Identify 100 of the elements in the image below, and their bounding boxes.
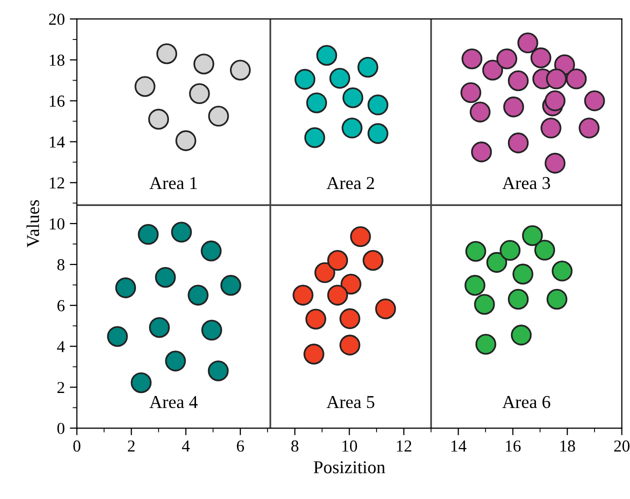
point [306, 92, 328, 114]
point [471, 142, 492, 162]
point [522, 225, 543, 246]
point [175, 130, 196, 152]
x-tick-label: 0 [73, 440, 80, 452]
y-tick-label: 14 [50, 136, 65, 148]
x-tick-label: 20 [614, 440, 630, 452]
point [156, 43, 178, 64]
point [530, 47, 552, 68]
annotation: Area 1 [149, 177, 197, 190]
point [165, 350, 186, 372]
x-tick-label: 6 [236, 440, 244, 452]
point [304, 127, 326, 148]
point [193, 54, 214, 74]
point [171, 222, 192, 243]
point [508, 288, 529, 310]
point [230, 60, 251, 81]
point [304, 344, 324, 364]
point [148, 108, 170, 130]
point [208, 106, 229, 127]
point [107, 326, 128, 347]
y-tick-label: 16 [50, 96, 65, 107]
point [508, 70, 529, 92]
annotation: Area 5 [326, 396, 374, 408]
point [496, 48, 518, 70]
point [149, 317, 170, 338]
point [188, 284, 209, 306]
point [375, 298, 396, 320]
x-tick-label: 12 [396, 440, 412, 452]
x-tick-label: 16 [506, 440, 521, 452]
point [316, 44, 338, 66]
x-tick-label: 4 [182, 440, 190, 452]
y-tick-label: 10 [50, 218, 64, 230]
y-tick-label: 18 [50, 54, 64, 66]
point [486, 252, 508, 273]
point [566, 68, 587, 90]
point [130, 372, 152, 394]
point [464, 274, 486, 296]
point [544, 152, 566, 174]
annotation: Area 3 [502, 177, 550, 190]
point [510, 324, 532, 346]
y-tick-label: 6 [57, 300, 65, 312]
point [368, 123, 388, 144]
point [200, 240, 222, 262]
point [134, 76, 156, 97]
point [508, 132, 529, 154]
point [362, 250, 384, 271]
point [503, 96, 524, 118]
point [314, 262, 336, 284]
y-tick-label: 2 [57, 382, 64, 394]
point [534, 240, 556, 261]
annotation: Area 2 [326, 177, 374, 190]
y-tick-label: 12 [50, 177, 64, 188]
point [512, 264, 534, 284]
point [584, 90, 605, 112]
point [329, 68, 350, 89]
point [339, 308, 360, 330]
x-tick-label: 14 [451, 440, 466, 452]
point [342, 118, 362, 138]
point [201, 320, 222, 341]
x-tick-label: 10 [342, 440, 358, 452]
x-tick-label: 18 [560, 440, 576, 452]
y-tick-label: 0 [57, 422, 64, 434]
point [220, 274, 242, 296]
point [544, 90, 566, 112]
point [327, 284, 348, 306]
point [339, 334, 360, 356]
x-tick-label: 8 [291, 440, 298, 452]
point [305, 308, 326, 330]
point [115, 277, 136, 298]
point [465, 240, 486, 262]
point [138, 224, 159, 245]
point [482, 60, 504, 81]
x-tick-label: 2 [128, 440, 135, 452]
point [155, 266, 176, 288]
point [540, 118, 562, 138]
point [552, 260, 573, 282]
point [578, 118, 600, 138]
point [350, 226, 371, 248]
point [189, 83, 210, 104]
point [340, 274, 362, 295]
y-axis-title: Values [26, 200, 40, 248]
point [546, 68, 567, 90]
point [327, 250, 348, 271]
point [546, 288, 568, 310]
point [462, 48, 482, 70]
annotation: Area 4 [149, 396, 198, 408]
point [460, 82, 482, 104]
y-tick-label: 4 [57, 341, 65, 352]
point [475, 334, 496, 355]
point [342, 87, 364, 108]
point [368, 94, 388, 116]
y-tick-label: 20 [49, 14, 64, 25]
point [500, 240, 521, 261]
y-tick-label: 8 [57, 259, 64, 270]
point [357, 56, 378, 78]
point [208, 360, 229, 382]
x-axis-title: Posizition [314, 461, 386, 474]
annotation: Area 6 [502, 396, 550, 408]
point [294, 68, 316, 90]
